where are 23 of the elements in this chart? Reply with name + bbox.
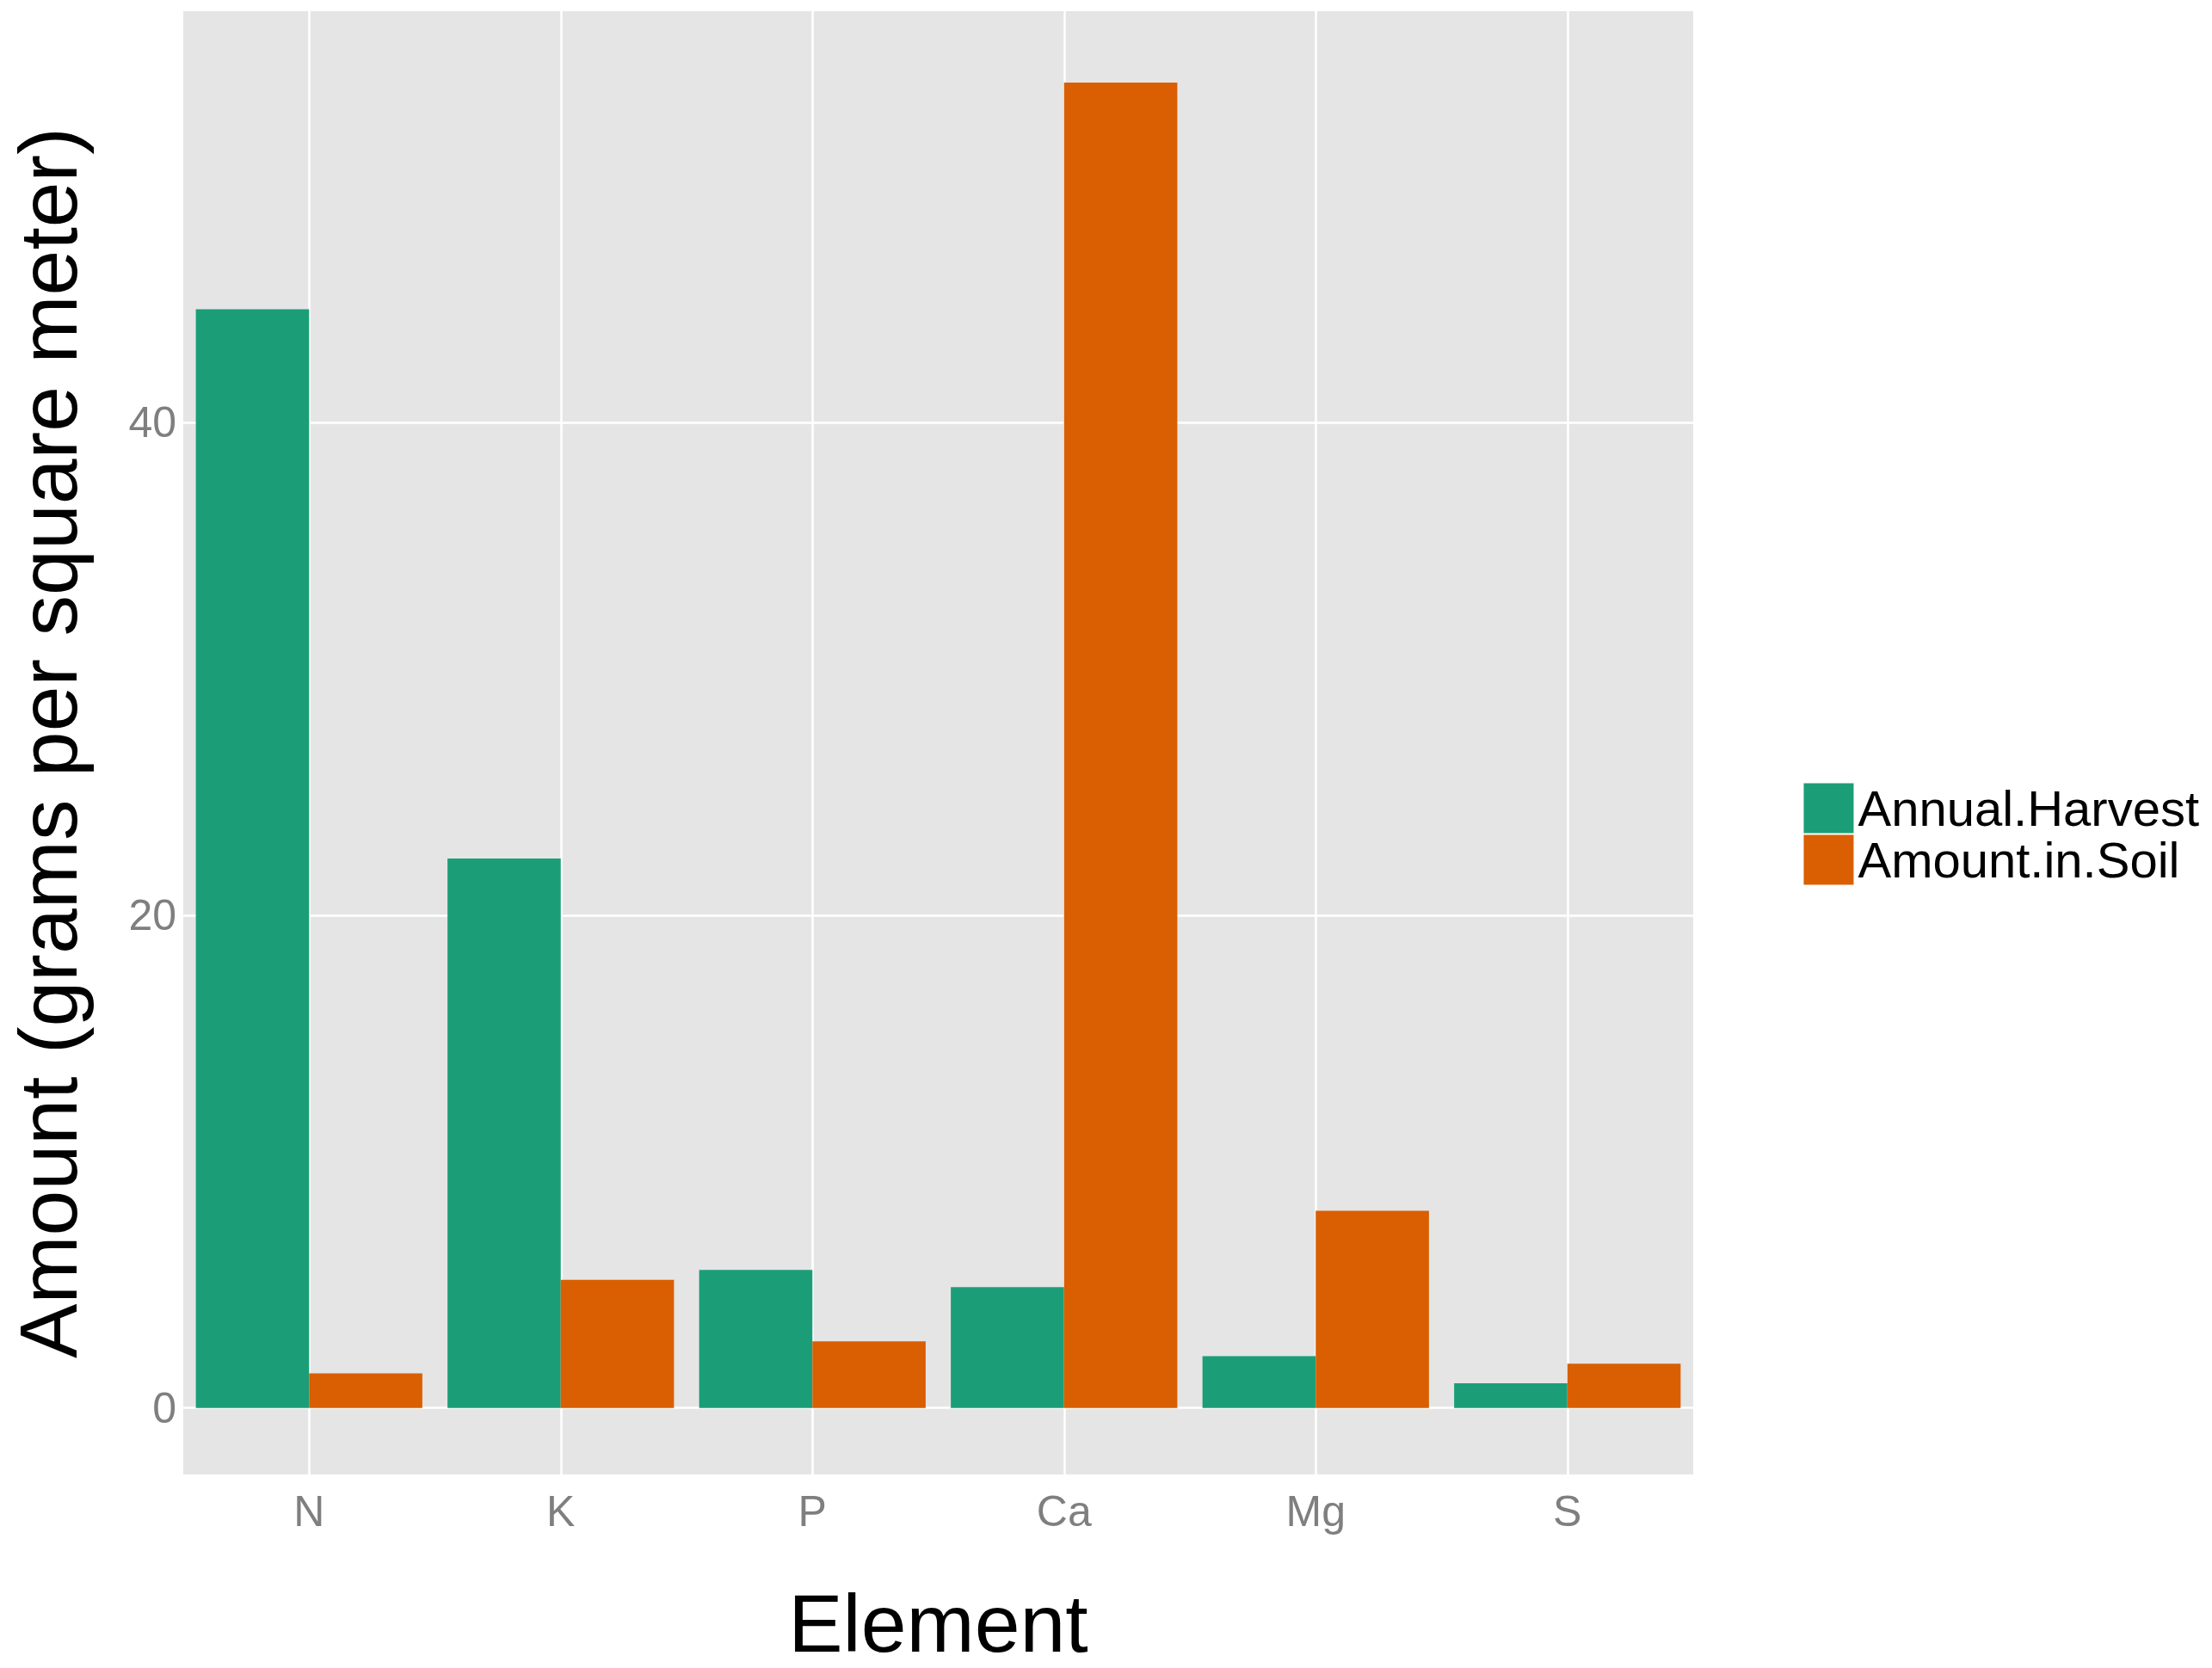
y-axis-title: Amount (grams per square meter) — [2, 127, 94, 1358]
y-tick-label: 20 — [128, 890, 176, 939]
bar — [812, 1341, 926, 1408]
x-tick-label: Mg — [1285, 1487, 1346, 1536]
y-tick-label: 40 — [128, 398, 176, 447]
x-tick-label: K — [546, 1487, 576, 1536]
y-tick-label: 0 — [152, 1383, 176, 1432]
x-tick-label: Ca — [1036, 1487, 1092, 1536]
bar — [195, 309, 310, 1408]
bar — [447, 859, 561, 1408]
bar — [1315, 1210, 1429, 1408]
bar — [1202, 1356, 1316, 1408]
bar — [1567, 1363, 1681, 1408]
bar — [1454, 1383, 1568, 1408]
bar — [1063, 83, 1178, 1408]
bar — [309, 1373, 422, 1408]
x-tick-label: P — [798, 1487, 827, 1536]
bar — [699, 1270, 813, 1408]
x-tick-label: N — [293, 1487, 325, 1536]
x-axis-title: Element — [788, 1577, 1088, 1668]
x-tick-label: S — [1553, 1487, 1582, 1536]
bar — [951, 1287, 1064, 1408]
bar — [560, 1279, 675, 1408]
